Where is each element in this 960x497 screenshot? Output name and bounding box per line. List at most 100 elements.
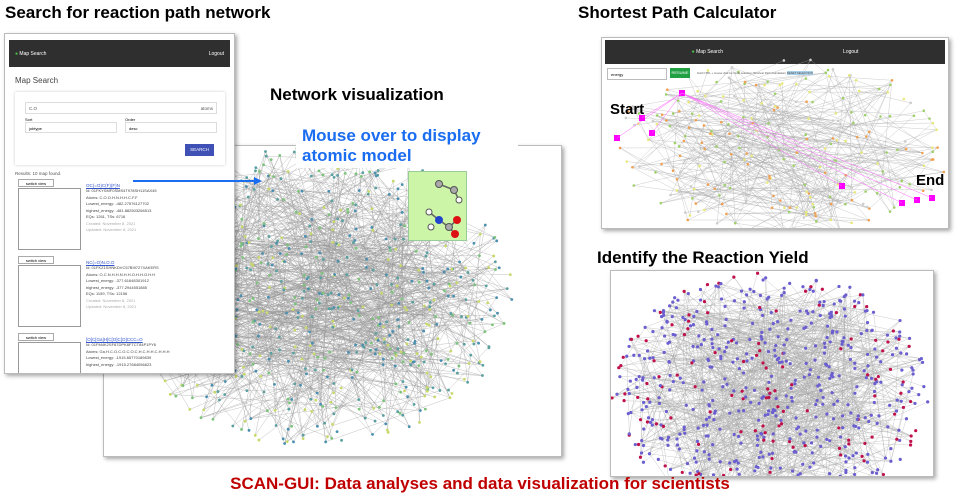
graph-node[interactable] xyxy=(265,311,269,314)
graph-node[interactable] xyxy=(853,361,857,365)
graph-node[interactable] xyxy=(710,327,714,332)
graph-node[interactable] xyxy=(317,169,321,173)
graph-node[interactable] xyxy=(828,340,832,344)
graph-node[interactable] xyxy=(369,287,373,290)
graph-node[interactable] xyxy=(768,470,772,474)
path-network-graph[interactable] xyxy=(602,38,949,229)
graph-node[interactable] xyxy=(739,441,743,445)
graph-node[interactable] xyxy=(804,361,808,365)
graph-node[interactable] xyxy=(725,382,729,386)
graph-node[interactable] xyxy=(786,327,790,331)
graph-node[interactable] xyxy=(758,293,763,298)
graph-node[interactable] xyxy=(650,423,654,427)
graph-node[interactable] xyxy=(682,333,687,337)
graph-node[interactable] xyxy=(336,173,339,177)
graph-node[interactable] xyxy=(671,112,675,115)
graph-node[interactable] xyxy=(433,395,437,399)
graph-node[interactable] xyxy=(782,291,786,295)
graph-node[interactable] xyxy=(837,426,841,430)
graph-node[interactable] xyxy=(296,316,300,320)
graph-node[interactable] xyxy=(352,317,356,321)
graph-node[interactable] xyxy=(776,320,780,324)
graph-node[interactable] xyxy=(450,267,454,271)
graph-node[interactable] xyxy=(319,402,323,406)
graph-node[interactable] xyxy=(844,202,847,206)
graph-node[interactable] xyxy=(723,183,727,187)
graph-node[interactable] xyxy=(723,160,726,164)
graph-node[interactable] xyxy=(391,179,395,183)
graph-node[interactable] xyxy=(840,339,844,344)
graph-node[interactable] xyxy=(711,345,715,350)
graph-node[interactable] xyxy=(826,68,830,72)
graph-node[interactable] xyxy=(782,351,786,355)
graph-node[interactable] xyxy=(421,267,425,270)
graph-node[interactable] xyxy=(293,302,297,306)
graph-node[interactable] xyxy=(331,319,335,323)
graph-node[interactable] xyxy=(357,189,361,192)
graph-node[interactable] xyxy=(251,264,255,267)
graph-node[interactable] xyxy=(384,422,388,426)
graph-node[interactable] xyxy=(637,112,641,115)
graph-node[interactable] xyxy=(413,339,417,343)
graph-node[interactable] xyxy=(874,338,878,342)
graph-node[interactable] xyxy=(783,206,786,210)
graph-node[interactable] xyxy=(735,357,740,361)
graph-node[interactable] xyxy=(425,279,429,283)
graph-node[interactable] xyxy=(922,109,926,113)
graph-node[interactable] xyxy=(272,175,276,179)
graph-node[interactable] xyxy=(689,324,693,328)
graph-node[interactable] xyxy=(852,121,855,125)
graph-node[interactable] xyxy=(789,395,794,400)
graph-node[interactable] xyxy=(388,347,392,351)
graph-node[interactable] xyxy=(898,438,902,443)
graph-node[interactable] xyxy=(618,375,622,379)
graph-node[interactable] xyxy=(631,166,634,169)
graph-node[interactable] xyxy=(293,328,297,332)
graph-node[interactable] xyxy=(814,220,818,223)
graph-node[interactable] xyxy=(723,349,727,354)
graph-node[interactable] xyxy=(728,411,732,415)
graph-node[interactable] xyxy=(813,211,817,215)
graph-node[interactable] xyxy=(776,405,780,409)
graph-node[interactable] xyxy=(668,373,672,378)
graph-node[interactable] xyxy=(390,290,394,294)
graph-node[interactable] xyxy=(505,287,509,290)
graph-node[interactable] xyxy=(396,187,400,191)
graph-node[interactable] xyxy=(706,358,711,363)
graph-node[interactable] xyxy=(646,397,650,401)
graph-node[interactable] xyxy=(789,386,793,390)
graph-node[interactable] xyxy=(311,341,314,345)
graph-node[interactable] xyxy=(282,198,285,201)
graph-node[interactable] xyxy=(897,337,901,341)
graph-node[interactable] xyxy=(375,283,379,287)
graph-node[interactable] xyxy=(366,192,370,196)
graph-node[interactable] xyxy=(685,461,690,466)
graph-node[interactable] xyxy=(632,184,636,187)
graph-node[interactable] xyxy=(823,147,827,150)
graph-node[interactable] xyxy=(242,365,245,369)
graph-node[interactable] xyxy=(495,239,499,243)
graph-node[interactable] xyxy=(682,425,686,429)
graph-node[interactable] xyxy=(355,370,359,374)
graph-node[interactable] xyxy=(452,368,456,372)
graph-node[interactable] xyxy=(695,309,699,314)
graph-node[interactable] xyxy=(866,373,870,377)
graph-node[interactable] xyxy=(666,435,671,439)
graph-node[interactable] xyxy=(867,419,871,424)
graph-node[interactable] xyxy=(900,368,904,372)
graph-node[interactable] xyxy=(381,357,385,361)
graph-node[interactable] xyxy=(670,323,674,327)
graph-node[interactable] xyxy=(345,255,349,259)
graph-node[interactable] xyxy=(477,300,481,303)
graph-node[interactable] xyxy=(871,310,876,314)
graph-node[interactable] xyxy=(771,432,775,436)
graph-node[interactable] xyxy=(417,364,421,367)
graph-node[interactable] xyxy=(331,325,335,329)
graph-node[interactable] xyxy=(353,209,357,213)
graph-node[interactable] xyxy=(689,185,693,188)
graph-node[interactable] xyxy=(702,208,706,212)
graph-node[interactable] xyxy=(847,456,851,460)
graph-node[interactable] xyxy=(636,395,640,399)
graph-node[interactable] xyxy=(376,338,380,342)
graph-node[interactable] xyxy=(354,246,358,250)
